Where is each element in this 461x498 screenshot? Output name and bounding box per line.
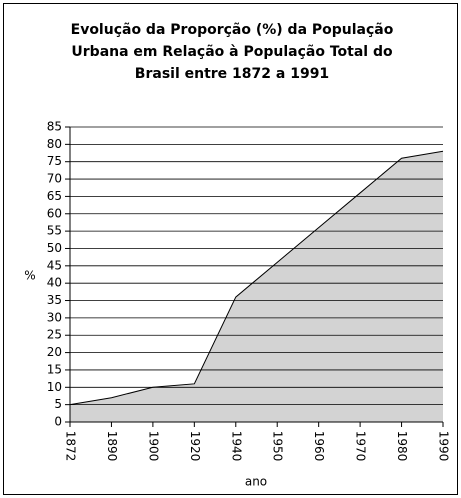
- y-tick-label: 25: [47, 328, 62, 342]
- x-tick-label: 1970: [354, 431, 368, 462]
- x-tick-label: 1960: [312, 431, 326, 462]
- y-tick-label: 65: [47, 189, 62, 203]
- y-tick-label: 85: [47, 120, 62, 134]
- y-tick-label: 45: [47, 258, 62, 272]
- chart-title: Brasil entre 1872 a 1991: [135, 66, 329, 82]
- area: [70, 151, 443, 422]
- y-tick-label: 30: [47, 310, 62, 324]
- y-tick-label: 0: [54, 415, 62, 429]
- x-tick-label: 1920: [188, 431, 202, 462]
- y-tick-label: 55: [47, 224, 62, 238]
- y-tick-label: 35: [47, 293, 62, 307]
- y-tick-label: 70: [47, 172, 62, 186]
- y-tick-label: 5: [54, 397, 62, 411]
- x-tick-label: 1900: [146, 431, 160, 462]
- y-tick-label: 50: [47, 241, 62, 255]
- x-tick-label: 1980: [395, 431, 409, 462]
- x-tick-label: 1890: [105, 431, 119, 462]
- x-tick-label: 1872: [64, 431, 78, 462]
- x-tick-label: 1950: [271, 431, 285, 462]
- area-line: [69, 150, 444, 406]
- y-tick-label: 60: [47, 206, 62, 220]
- y-tick-label: 15: [47, 362, 62, 376]
- x-tick-label: 1990: [437, 431, 451, 462]
- y-tick-label: 80: [47, 137, 62, 151]
- y-tick-label: 40: [47, 276, 62, 290]
- chart-title: Urbana em Relação à População Total do: [71, 44, 393, 60]
- x-axis-label: ano: [245, 475, 267, 489]
- y-tick-label: 10: [47, 380, 62, 394]
- y-axis-label: %: [24, 269, 35, 283]
- y-tick-label: 20: [47, 345, 62, 359]
- y-tick-label: 75: [47, 154, 62, 168]
- x-tick-label: 1940: [229, 431, 243, 462]
- chart-title: Evolução da Proporção (%) da População: [71, 22, 394, 38]
